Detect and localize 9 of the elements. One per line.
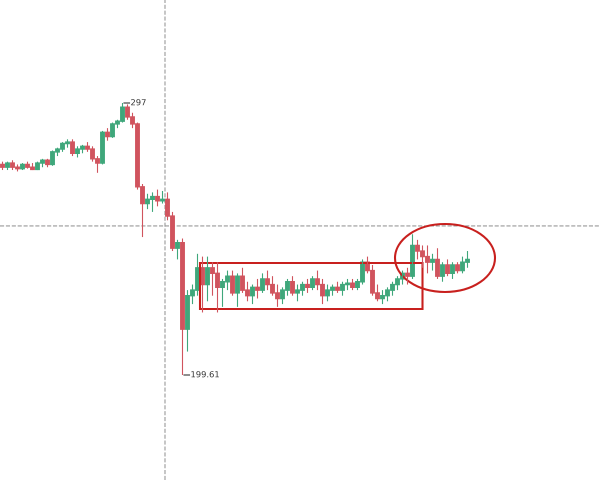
candlestick xyxy=(405,267,410,286)
candlestick xyxy=(430,253,435,272)
candlestick xyxy=(255,278,260,300)
annotation: 297 xyxy=(131,99,146,106)
candlestick xyxy=(160,190,165,204)
candlestick xyxy=(335,281,340,294)
candlestick xyxy=(0,161,5,171)
candlestick xyxy=(20,162,25,171)
annotation: 199.61 xyxy=(191,371,219,378)
